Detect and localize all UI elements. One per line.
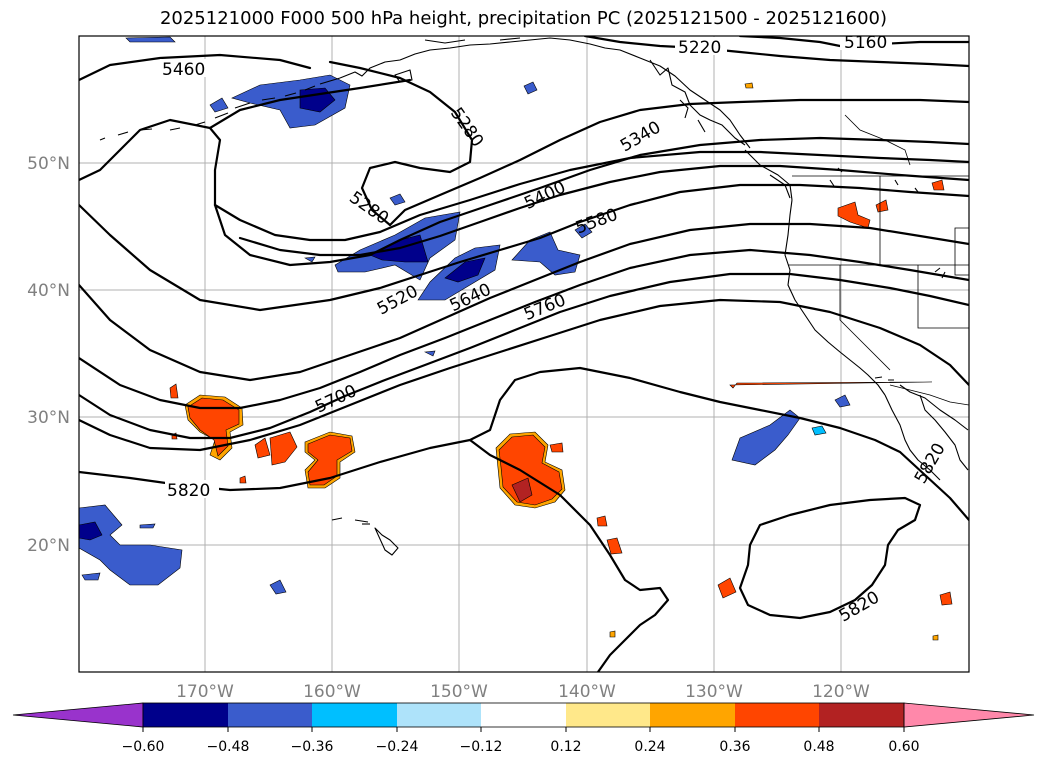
- colorbar-tick-label: −0.12: [460, 739, 503, 755]
- coastlines: [99, 37, 969, 556]
- colorbar-segment: [228, 703, 312, 727]
- colorbar-tick-label: −0.24: [376, 739, 419, 755]
- colorbar-tick-label: 0.48: [803, 739, 834, 755]
- colorbar-tick-label: 0.24: [634, 739, 665, 755]
- colorbar-segment: [481, 703, 566, 727]
- precip-negative: [79, 36, 851, 595]
- lon-label: 150°W: [430, 682, 488, 702]
- colorbar-segment: [397, 703, 481, 727]
- graticule: [79, 36, 969, 672]
- colorbar-max-extension: [903, 702, 1035, 728]
- colorbar-segment: [819, 703, 904, 727]
- colorbar-segment: [650, 703, 735, 727]
- lat-label: 40°N: [27, 281, 70, 301]
- colorbar-min-extension: [12, 702, 144, 728]
- contour-label: 5820: [167, 481, 210, 501]
- colorbar-outline: [142, 702, 905, 728]
- lon-label: 140°W: [558, 682, 616, 702]
- colorbar-tick-label: −0.60: [122, 739, 165, 755]
- lon-label: 160°W: [303, 682, 361, 702]
- colorbar-segment: [312, 703, 397, 727]
- latitude-labels: 50°N 40°N 30°N 20°N: [27, 154, 70, 556]
- lat-label: 20°N: [27, 536, 70, 556]
- colorbar-segment: [143, 703, 228, 727]
- colorbar-tick-label: 0.36: [719, 739, 750, 755]
- lat-label: 30°N: [27, 408, 70, 428]
- colorbar-tick-label: 0.60: [888, 739, 919, 755]
- lon-label: 120°W: [812, 682, 870, 702]
- contour-label: 5160: [844, 33, 887, 53]
- lon-label: 170°W: [176, 682, 234, 702]
- lon-label: 130°W: [685, 682, 743, 702]
- colorbar-tick-label: 0.12: [550, 739, 581, 755]
- map-frame: [78, 35, 970, 673]
- longitude-labels: 170°W 160°W 150°W 140°W 130°W 120°W: [176, 682, 870, 702]
- colorbar-segment: [735, 703, 819, 727]
- map-area: [79, 36, 969, 672]
- contour-label: 5460: [162, 60, 205, 80]
- colorbar-segment: [566, 703, 650, 727]
- colorbar: −0.60 −0.48 −0.36 −0.24 −0.12 0.12 0.24 …: [12, 702, 1035, 755]
- lat-label: 50°N: [27, 154, 70, 174]
- map-title: 2025121000 F000 500 hPa height, precipit…: [159, 8, 888, 29]
- contour-label: 5220: [678, 38, 721, 58]
- colorbar-tick-label: −0.36: [291, 739, 334, 755]
- height-contours: [79, 36, 969, 672]
- colorbar-tick-label: −0.48: [207, 739, 250, 755]
